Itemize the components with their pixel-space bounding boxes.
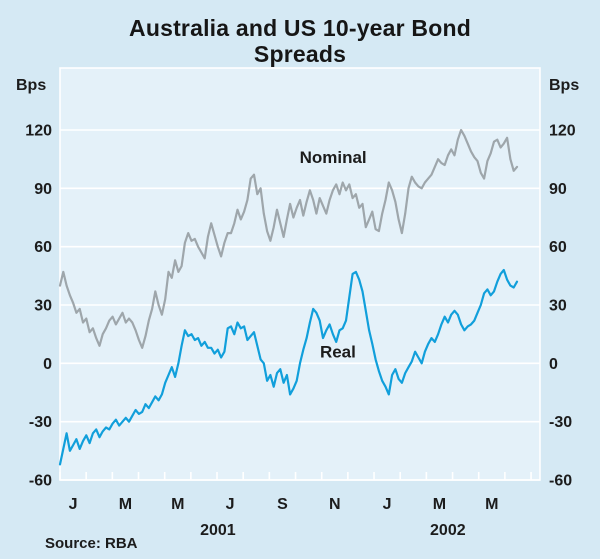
x-tick-label-month: J [69, 496, 78, 513]
source-note: Source: RBA [45, 535, 138, 552]
y-tick-label-right: 120 [549, 123, 576, 140]
real-series-line [58, 268, 519, 466]
nominal-series-line [58, 128, 519, 349]
y-tick-label-right: -60 [549, 473, 572, 490]
y-tick-label-left: 0 [43, 356, 52, 373]
x-year-label: 2001 [200, 522, 236, 539]
x-tick-label-month: M [485, 496, 498, 513]
x-tick-label-month: J [383, 496, 392, 513]
y-tick-label-right: 0 [549, 356, 558, 373]
y-tick-label-right: -30 [549, 414, 572, 431]
y-tick-label-left: -30 [29, 414, 52, 431]
y-tick-label-right: 60 [549, 239, 567, 256]
x-year-label: 2002 [430, 522, 466, 539]
x-tick-label-month: M [433, 496, 446, 513]
plot-area [60, 68, 540, 480]
y-tick-label-left: 120 [25, 123, 52, 140]
plot-border [59, 67, 541, 481]
x-tick-label-month: S [277, 496, 288, 513]
x-tick-label-month: J [226, 496, 235, 513]
y-axis-unit-left: Bps [16, 77, 47, 94]
x-tick-label-month: M [171, 496, 184, 513]
chart-title-line1: Australia and US 10-year Bond [129, 15, 471, 41]
y-axis-unit-right: Bps [549, 77, 580, 94]
real-series-label: Real [320, 343, 356, 362]
y-tick-label-left: 30 [34, 298, 52, 315]
nominal-series-label: Nominal [300, 148, 367, 167]
chart-title-line2: Spreads [253, 41, 347, 67]
y-tick-label-left: 60 [34, 239, 52, 256]
x-tick-label-month: M [119, 496, 132, 513]
y-tick-label-right: 30 [549, 298, 567, 315]
x-tick-label-month: N [329, 496, 341, 513]
y-tick-label-left: 90 [34, 181, 52, 198]
chart-title: Australia and US 10-year Bond Spreads [0, 15, 600, 67]
y-tick-label-right: 90 [549, 181, 567, 198]
y-tick-label-left: -60 [29, 473, 52, 490]
